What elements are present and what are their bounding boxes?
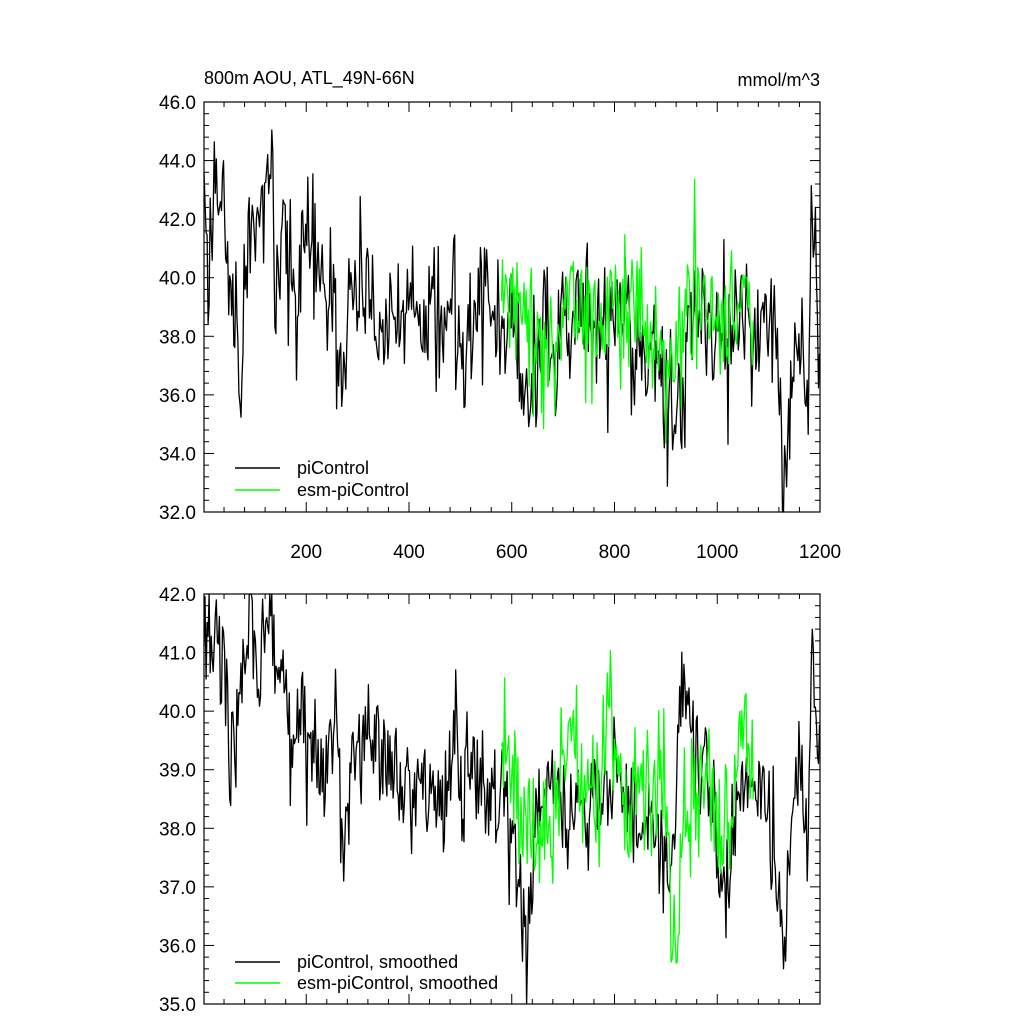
top-legend: piControl esm-piControl (235, 458, 409, 500)
y-tick-label: 42.0 (159, 210, 196, 231)
y-tick-label: 46.0 (159, 93, 196, 114)
top-plot-frame (203, 101, 821, 513)
y-tick-label: 36.0 (159, 936, 196, 957)
bottom-plot-frame (203, 593, 821, 1005)
top-legend-label-esm-piControl: esm-piControl (297, 480, 409, 500)
x-tick-label: 600 (496, 542, 528, 563)
y-tick-label: 38.0 (159, 819, 196, 840)
x-tick-label: 400 (393, 542, 425, 563)
top-panel: 800m AOU, ATL_49N-66N mmol/m^3 32.034.03… (159, 68, 841, 563)
y-tick-label: 44.0 (159, 152, 196, 173)
series-line-esm-picontrol-smoothed (500, 649, 754, 964)
series-line-picontrol (203, 129, 821, 513)
bottom-legend-label-esm-piControl-smoothed: esm-piControl, smoothed (297, 973, 498, 993)
y-tick-label: 38.0 (159, 327, 196, 348)
bottom-panel: 35.0 36.0 37.0 38.0 39.0 40.0 41.0 42.0 piContr… (159, 585, 821, 1016)
top-panel-title: 800m AOU, ATL_49N-66N (204, 68, 415, 89)
x-tick-label: 800 (599, 542, 631, 563)
y-tick-label: 40.0 (159, 269, 196, 290)
y-tick-label: 39.0 (159, 761, 196, 782)
y-tick-label: 34.0 (159, 444, 196, 465)
top-legend-label-piControl: piControl (297, 458, 369, 478)
bottom-series-group (203, 593, 821, 1005)
y-tick-label: 42.0 (159, 585, 196, 606)
bottom-legend-label-piControl-smoothed: piControl, smoothed (297, 952, 458, 972)
x-tick-label: 200 (290, 542, 322, 563)
y-tick-label: 40.0 (159, 702, 196, 723)
bottom-legend: piControl, smoothed esm-piControl, smoot… (235, 952, 498, 993)
series-line-esm-picontrol (500, 178, 754, 444)
top-panel-units: mmol/m^3 (738, 70, 820, 90)
y-tick-label: 37.0 (159, 878, 196, 899)
y-tick-label: 41.0 (159, 644, 196, 665)
y-tick-label: 32.0 (159, 503, 196, 524)
y-tick-label: 36.0 (159, 386, 196, 407)
top-series-group (203, 129, 821, 513)
x-tick-label: 1000 (696, 542, 738, 563)
series-line-picontrol-smoothed (203, 593, 821, 1005)
top-axis-ticks: 32.0 34.0 36.0 38.0 40.0 42.0 44.0 46.0 200 400 60… (159, 93, 841, 563)
x-tick-label: 1200 (799, 542, 841, 563)
y-tick-label: 35.0 (159, 995, 196, 1016)
